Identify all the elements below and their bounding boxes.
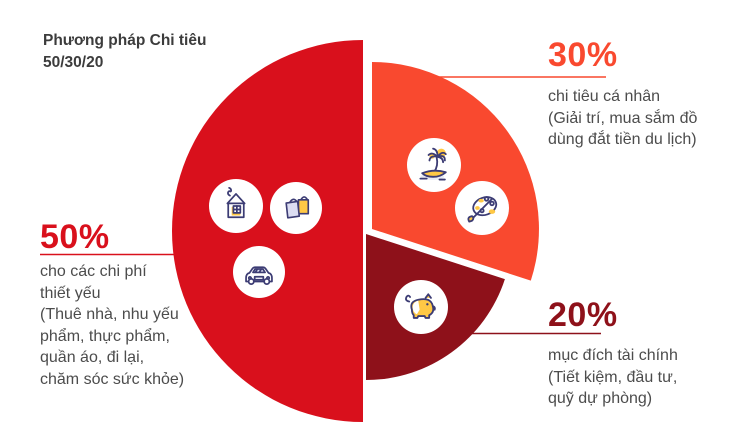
description-20: mục đích tài chính (Tiết kiệm, đầu tư, q…	[548, 345, 678, 410]
shopping-bags-icon	[270, 182, 322, 234]
description-50-line: thiết yếu	[40, 284, 101, 302]
chart-title: Phương pháp Chi tiêu 50/30/20	[43, 30, 206, 74]
paint-palette-icon	[455, 181, 509, 235]
description-50-line: chăm sóc sức khỏe)	[40, 370, 185, 388]
chart-title-line2: 50/30/20	[43, 54, 104, 71]
percent-label-30: 30%	[548, 36, 618, 74]
description-50: cho các chi phí thiết yếu (Thuê nhà, nhu…	[40, 261, 184, 390]
description-20-line: (Tiết kiệm, đầu tư,	[548, 368, 678, 386]
description-20-line: mục đích tài chính	[548, 347, 678, 364]
description-50-line: cho các chi phí	[40, 263, 147, 280]
description-30: chi tiêu cá nhân (Giải trí, mua sắm đồ d…	[548, 86, 697, 151]
description-20-line: quỹ dự phòng)	[548, 390, 653, 407]
pie-slice-50	[172, 40, 363, 422]
percent-label-50: 50%	[40, 218, 110, 256]
house-icon	[209, 179, 263, 233]
description-30-line: dùng đắt tiền du lịch)	[548, 131, 697, 148]
description-30-line: chi tiêu cá nhân	[548, 88, 661, 105]
car-icon	[233, 246, 285, 298]
description-50-line: quần áo, đi lại,	[40, 349, 145, 366]
island-vacation-icon	[407, 138, 461, 192]
percent-label-20: 20%	[548, 296, 618, 334]
description-50-line: phẩm, thực phẩm,	[40, 327, 170, 345]
piggy-bank-icon	[394, 280, 448, 334]
description-30-line: (Giải trí, mua sắm đồ	[548, 109, 698, 127]
description-50-line: (Thuê nhà, nhu yếu	[40, 306, 179, 323]
chart-title-line1: Phương pháp Chi tiêu	[43, 32, 207, 49]
